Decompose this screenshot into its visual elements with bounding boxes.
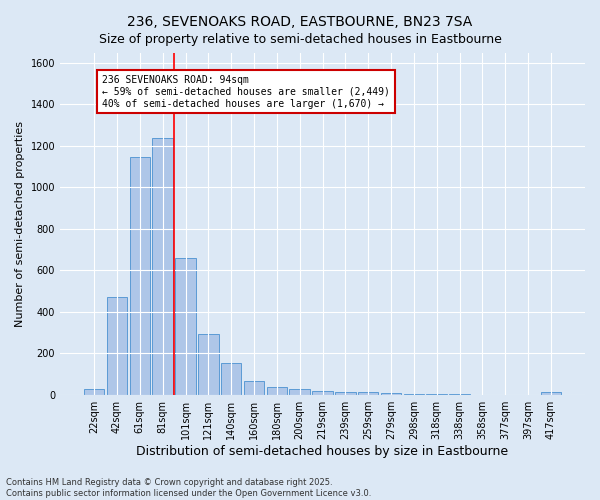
Bar — [244, 381, 264, 394]
Bar — [541, 392, 561, 394]
Y-axis label: Number of semi-detached properties: Number of semi-detached properties — [15, 120, 25, 326]
X-axis label: Distribution of semi-detached houses by size in Eastbourne: Distribution of semi-detached houses by … — [136, 444, 509, 458]
Bar — [84, 389, 104, 394]
Bar — [358, 392, 379, 394]
Bar — [198, 334, 218, 394]
Text: 236 SEVENOAKS ROAD: 94sqm
← 59% of semi-detached houses are smaller (2,449)
40% : 236 SEVENOAKS ROAD: 94sqm ← 59% of semi-… — [102, 76, 390, 108]
Text: Contains HM Land Registry data © Crown copyright and database right 2025.
Contai: Contains HM Land Registry data © Crown c… — [6, 478, 371, 498]
Bar — [107, 297, 127, 394]
Bar — [381, 393, 401, 394]
Text: Size of property relative to semi-detached houses in Eastbourne: Size of property relative to semi-detach… — [98, 32, 502, 46]
Text: 236, SEVENOAKS ROAD, EASTBOURNE, BN23 7SA: 236, SEVENOAKS ROAD, EASTBOURNE, BN23 7S… — [127, 15, 473, 29]
Bar — [152, 138, 173, 394]
Bar — [130, 157, 150, 394]
Bar — [312, 391, 333, 394]
Bar — [289, 389, 310, 394]
Bar — [335, 392, 356, 394]
Bar — [266, 388, 287, 394]
Bar — [221, 362, 241, 394]
Bar — [175, 258, 196, 394]
